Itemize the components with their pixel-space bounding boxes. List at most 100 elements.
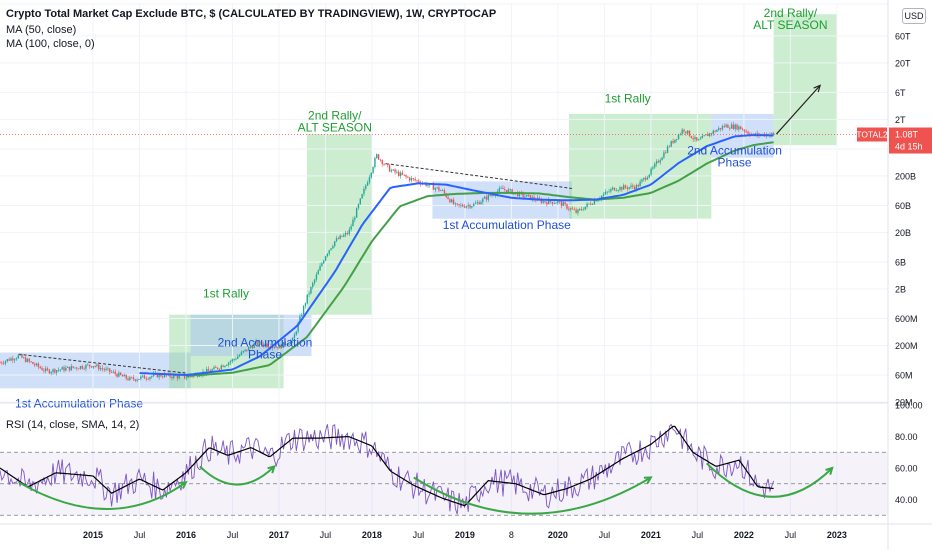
- candle-body: [686, 130, 689, 134]
- price-tick-label: 60B: [895, 201, 911, 211]
- candle-body: [675, 139, 678, 140]
- candle-body: [178, 375, 180, 379]
- time-tick-label: Jul: [227, 530, 239, 540]
- candle-body: [480, 202, 482, 205]
- candle-body: [246, 349, 248, 351]
- candle-body: [416, 180, 418, 182]
- candle-body: [551, 201, 554, 204]
- legend-ma100[interactable]: MA (100, close, 0): [6, 38, 95, 50]
- ma50-line: [139, 133, 774, 376]
- candle-body: [226, 364, 228, 366]
- candle-body: [747, 131, 749, 134]
- currency-button[interactable]: USD: [902, 8, 926, 24]
- candle-body: [606, 191, 608, 193]
- legend-ma50[interactable]: MA (50, close): [6, 24, 77, 36]
- annotation-7: 2nd Rally/ALT SEASON: [753, 6, 827, 32]
- candle-body: [43, 370, 45, 372]
- annotation-3: 2nd Rally/ALT SEASON: [298, 108, 372, 134]
- candle-body: [279, 344, 281, 349]
- candle-body: [441, 190, 444, 192]
- candle-body: [533, 196, 535, 200]
- legend-rsi[interactable]: RSI (14, close, SMA, 14, 2): [6, 419, 140, 431]
- annotation-5: 1st Rally: [605, 91, 651, 105]
- candle-body: [324, 256, 327, 261]
- candle-body: [462, 204, 464, 207]
- candle-body: [611, 187, 614, 190]
- candle-body: [15, 358, 18, 360]
- candle-body: [4, 361, 7, 364]
- candle-body: [37, 363, 40, 367]
- candle-body: [138, 378, 140, 380]
- candle-body: [482, 198, 484, 203]
- price-tick-label: 20M: [895, 398, 913, 408]
- candle-body: [244, 349, 246, 352]
- candle-body: [299, 316, 301, 323]
- rsi-curve-arrowhead-0: [178, 480, 188, 489]
- candle-body: [632, 185, 634, 187]
- candle-body: [740, 126, 742, 130]
- candle-body: [98, 364, 100, 370]
- candle-body: [343, 234, 345, 237]
- candle-body: [215, 367, 217, 369]
- price-tick-label: 60M: [895, 371, 913, 381]
- candle-body: [12, 358, 14, 361]
- rsi-curve-arrow-2: [413, 476, 652, 515]
- candle-body: [220, 365, 222, 369]
- rsi-ma-line: [0, 425, 774, 507]
- candle-body: [699, 138, 702, 140]
- candle-body: [96, 364, 98, 367]
- candle-body: [438, 187, 440, 191]
- candle-body: [66, 366, 69, 368]
- candle-body: [478, 202, 480, 205]
- candle-body: [610, 189, 612, 192]
- candle-body: [271, 347, 274, 348]
- candle-body: [76, 367, 78, 369]
- candle-body: [467, 205, 469, 207]
- candle-body: [123, 374, 126, 377]
- candle-body: [643, 177, 645, 180]
- candle-body: [465, 206, 468, 208]
- candle-body: [452, 199, 455, 205]
- candle-body: [184, 374, 186, 379]
- candle-body: [94, 366, 96, 367]
- candle-body: [712, 130, 714, 134]
- candle-body: [114, 371, 116, 374]
- candle-body: [173, 374, 175, 379]
- candle-body: [268, 346, 270, 348]
- candle-body: [288, 343, 290, 345]
- candle-body: [582, 209, 585, 211]
- candle-body: [185, 377, 188, 379]
- candle-body: [145, 378, 148, 380]
- candle-body: [341, 235, 343, 237]
- zone-rally-5: [569, 113, 712, 219]
- candle-body: [526, 194, 528, 197]
- candle-body: [229, 361, 232, 363]
- candle-body: [275, 346, 277, 348]
- time-tick-label: 2015: [83, 530, 103, 540]
- candle-body: [88, 364, 91, 367]
- candle-body: [240, 352, 243, 355]
- candle-body: [255, 340, 257, 344]
- time-tick-label: Jul: [413, 530, 425, 540]
- annotation-line: ALT SEASON: [298, 120, 372, 134]
- candle-body: [729, 127, 731, 129]
- candle-body: [734, 124, 736, 130]
- candle-body: [48, 369, 51, 374]
- candle-body: [370, 172, 372, 178]
- candle-body: [493, 194, 495, 196]
- candle-body: [366, 182, 369, 186]
- candle-body: [248, 347, 250, 351]
- candle-body: [771, 132, 773, 135]
- annotation-line: 2nd Rally/: [764, 6, 818, 20]
- candle-body: [45, 368, 47, 372]
- zone-rally-3: [306, 134, 372, 315]
- candle-body: [151, 376, 153, 378]
- candle-body: [85, 364, 87, 369]
- price-badge-countdown: 4d 15h: [895, 142, 923, 152]
- candle-body: [13, 359, 16, 361]
- candle-body: [451, 199, 453, 203]
- rsi-pane: [0, 402, 888, 516]
- candle-body: [672, 141, 674, 143]
- candle-body: [719, 128, 722, 130]
